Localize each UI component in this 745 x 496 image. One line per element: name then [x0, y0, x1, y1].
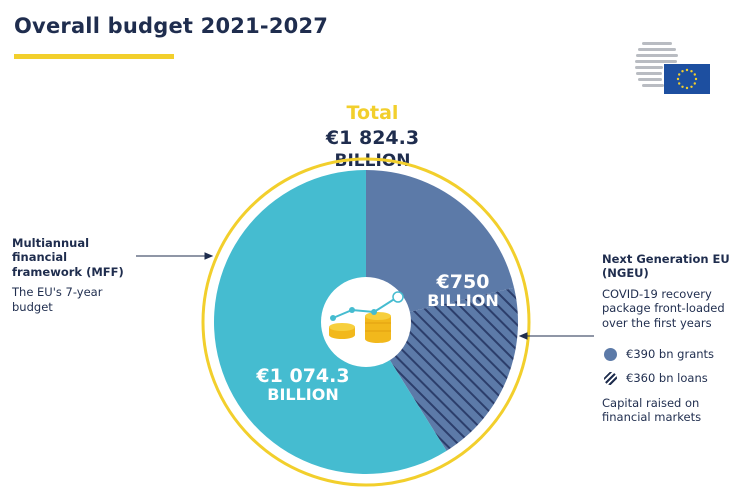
ngeu-slice-value: €750 — [436, 271, 490, 293]
total-unit: BILLION — [334, 151, 411, 171]
ngeu-footnote-1: Capital raised on — [602, 396, 700, 410]
mff-heading-2: financial — [12, 250, 68, 265]
ngeu-heading-1: Next Generation EU — [602, 252, 730, 266]
legend-label-grants: €390 bn grants — [626, 347, 715, 361]
eu-council-logo-icon — [628, 26, 720, 106]
eu-star — [678, 82, 681, 85]
legend-item-loans: €360 bn loans — [604, 371, 708, 385]
ngeu-footnote-2: financial markets — [602, 410, 702, 425]
ngeu-footnote: Capital raised on financial markets — [602, 396, 742, 425]
eu-star — [678, 73, 681, 76]
legend-label-loans: €360 bn loans — [626, 371, 708, 385]
ngeu-slice-label: €750 BILLION — [408, 271, 518, 310]
eu-star — [685, 86, 689, 90]
eu-star — [676, 77, 680, 81]
mff-slice-unit: BILLION — [267, 384, 339, 404]
mff-description-1: The EU's 7-year — [12, 285, 103, 300]
mff-heading-3: framework (MFF) — [12, 264, 124, 279]
coins-chart-icon — [329, 291, 404, 343]
outer-ring — [201, 157, 531, 487]
title-underline — [14, 54, 174, 59]
page-title: Overall budget 2021-2027 — [14, 14, 329, 38]
eu-star — [694, 77, 698, 81]
mff-heading-1: Multiannual — [12, 236, 90, 250]
mff-description-2: budget — [12, 299, 53, 314]
eu-star — [690, 85, 693, 88]
ngeu-description-1: COVID-19 recovery — [602, 286, 712, 301]
legend-item-grants: €390 bn grants — [604, 347, 714, 361]
ngeu-description-2: package front-loaded — [602, 301, 725, 316]
ngeu-pointer-arrow — [518, 332, 594, 340]
eu-star — [693, 82, 696, 85]
eu-star — [681, 85, 684, 88]
mff-description-block: Multiannual financial framework (MFF) Th… — [12, 236, 142, 314]
eu-star — [693, 73, 696, 76]
grants-swatch-icon — [604, 347, 617, 361]
mff-pointer-arrow — [136, 252, 214, 260]
ngeu-heading-2: (NGEU) — [602, 266, 649, 281]
pie-slice-ngeu-grants — [366, 170, 515, 322]
eu-star — [685, 68, 689, 72]
eu-star — [681, 70, 684, 73]
mff-slice-value: €1 074.3 — [256, 365, 350, 387]
ngeu-description-3: over the first years — [602, 315, 712, 330]
ngeu-description-block: Next Generation EU (NGEU) COVID-19 recov… — [602, 252, 742, 330]
loans-swatch-icon — [604, 371, 617, 385]
ngeu-slice-unit: BILLION — [427, 290, 499, 310]
eu-star — [690, 70, 693, 73]
total-label: Total — [346, 102, 399, 124]
total-value: €1 824.3 — [325, 127, 420, 149]
mff-slice-label: €1 074.3 BILLION — [238, 365, 368, 404]
